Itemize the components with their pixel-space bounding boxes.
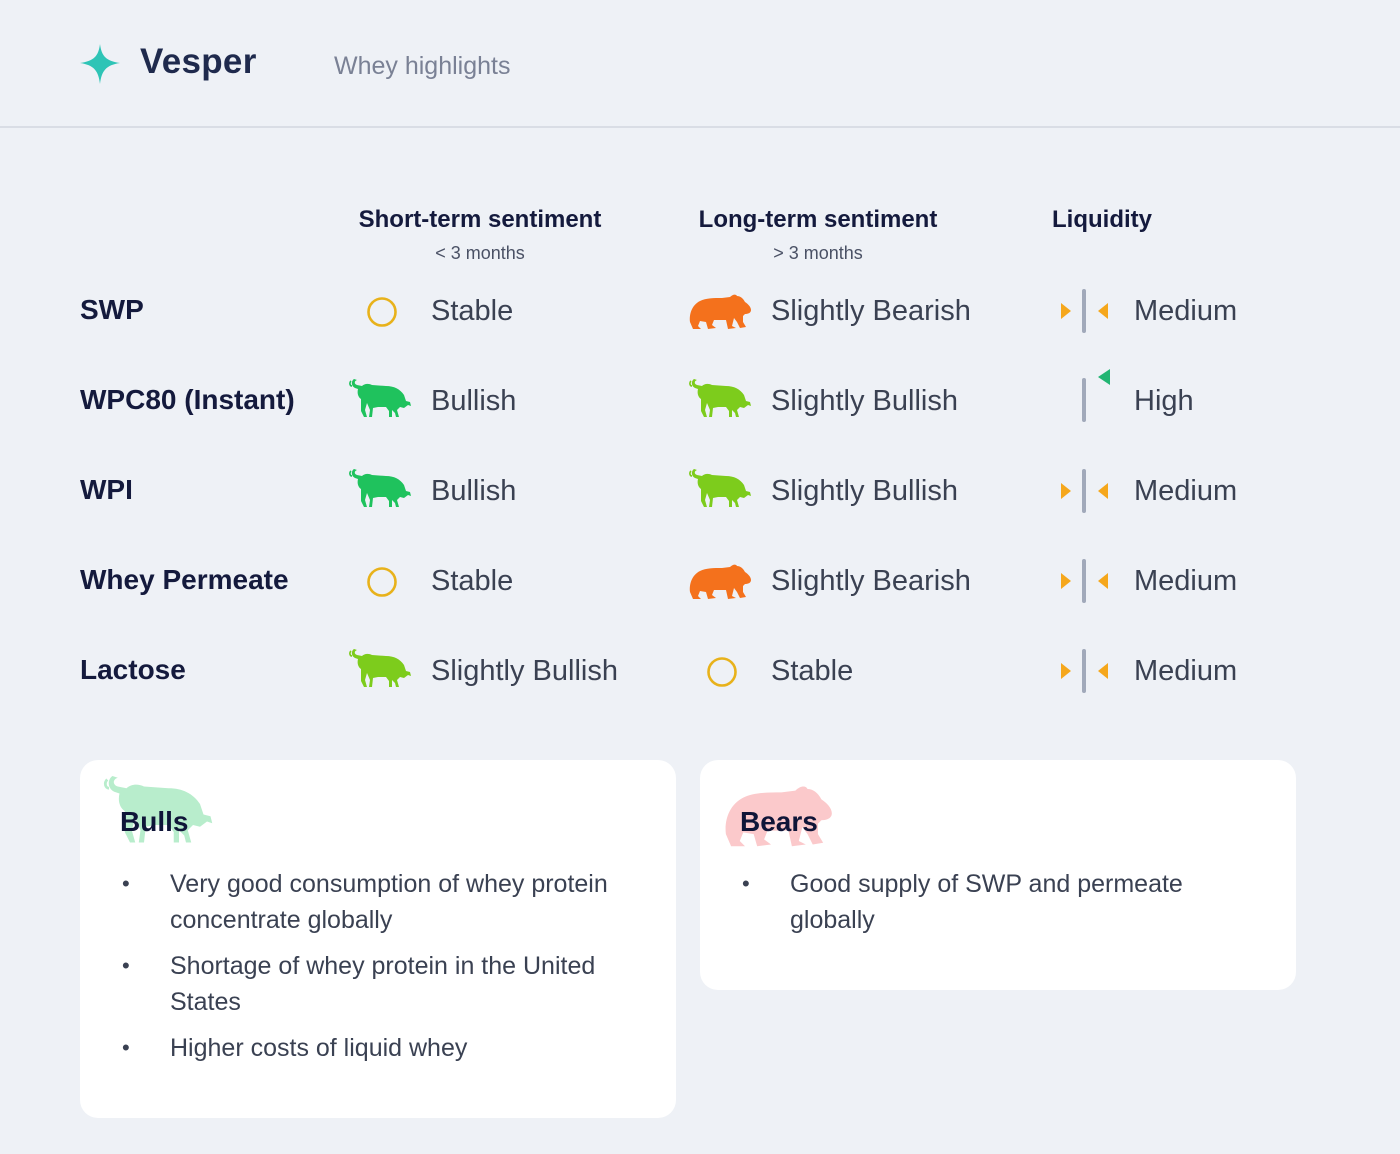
bulls-list: • Very good consumption of whey protein c… bbox=[80, 866, 660, 1076]
list-item: • Higher costs of liquid whey bbox=[122, 1034, 468, 1062]
app-header: Vesper Whey highlights bbox=[0, 0, 1400, 128]
brand-name: Vesper bbox=[140, 42, 257, 81]
list-item: • Very good consumption of whey protein c… bbox=[122, 870, 608, 934]
liquidity-label: Medium bbox=[1134, 475, 1238, 507]
bears-title: Bears bbox=[740, 806, 818, 837]
stable-circle-icon bbox=[707, 657, 737, 687]
liquidity-label: Medium bbox=[1134, 295, 1238, 327]
list-item: • Good supply of SWP and permeate globall… bbox=[742, 870, 1183, 934]
liquidity-medium-icon bbox=[1061, 559, 1108, 603]
short-term-label: Bullish bbox=[431, 385, 517, 417]
product-name: Whey Permeate bbox=[80, 564, 289, 595]
long-term-label: Slightly Bullish bbox=[771, 475, 958, 507]
bear-icon bbox=[688, 292, 752, 330]
short-term-label: Stable bbox=[431, 565, 514, 597]
bull-icon bbox=[348, 467, 412, 511]
short-term-label: Stable bbox=[431, 295, 514, 327]
long-term-label: Stable bbox=[771, 655, 854, 687]
stable-circle-icon bbox=[367, 297, 397, 327]
bulls-title: Bulls bbox=[120, 806, 189, 837]
list-item: • Shortage of whey protein in the United … bbox=[122, 952, 596, 1016]
short-term-label: Slightly Bullish bbox=[431, 655, 618, 687]
long-term-label: Slightly Bullish bbox=[771, 385, 958, 417]
bull-icon bbox=[688, 467, 752, 511]
bears-card: Bears • Good supply of SWP and permeate g… bbox=[700, 760, 1296, 990]
column-header-liquidity: Liquidity bbox=[1052, 206, 1152, 233]
bear-icon bbox=[688, 562, 752, 600]
product-name: SWP bbox=[80, 294, 144, 325]
liquidity-label: High bbox=[1134, 385, 1194, 417]
bull-icon bbox=[348, 377, 412, 421]
product-name: WPI bbox=[80, 474, 133, 505]
page-subtitle: Whey highlights bbox=[334, 52, 511, 80]
liquidity-medium-icon bbox=[1061, 649, 1108, 693]
bulls-card: Bulls • Very good consumption of whey pro… bbox=[80, 760, 676, 1118]
liquidity-high-icon bbox=[1082, 369, 1110, 422]
long-term-label: Slightly Bearish bbox=[771, 295, 971, 327]
column-sub-short-term: < 3 months bbox=[435, 243, 525, 263]
column-sub-long-term: > 3 months bbox=[773, 243, 863, 263]
stable-circle-icon bbox=[367, 567, 397, 597]
liquidity-label: Medium bbox=[1134, 655, 1238, 687]
bears-list: • Good supply of SWP and permeate globall… bbox=[700, 866, 1240, 948]
product-name: Lactose bbox=[80, 654, 186, 685]
liquidity-medium-icon bbox=[1061, 289, 1108, 333]
bull-icon bbox=[348, 647, 412, 691]
column-header-short-term: Short-term sentiment bbox=[358, 206, 602, 233]
long-term-label: Slightly Bearish bbox=[771, 565, 971, 597]
liquidity-label: Medium bbox=[1134, 565, 1238, 597]
short-term-label: Bullish bbox=[431, 475, 517, 507]
liquidity-medium-icon bbox=[1061, 469, 1108, 513]
column-header-long-term: Long-term sentiment bbox=[698, 206, 938, 233]
product-name: WPC80 (Instant) bbox=[80, 384, 295, 415]
bull-icon bbox=[688, 377, 752, 421]
sparkle-icon bbox=[80, 44, 120, 84]
